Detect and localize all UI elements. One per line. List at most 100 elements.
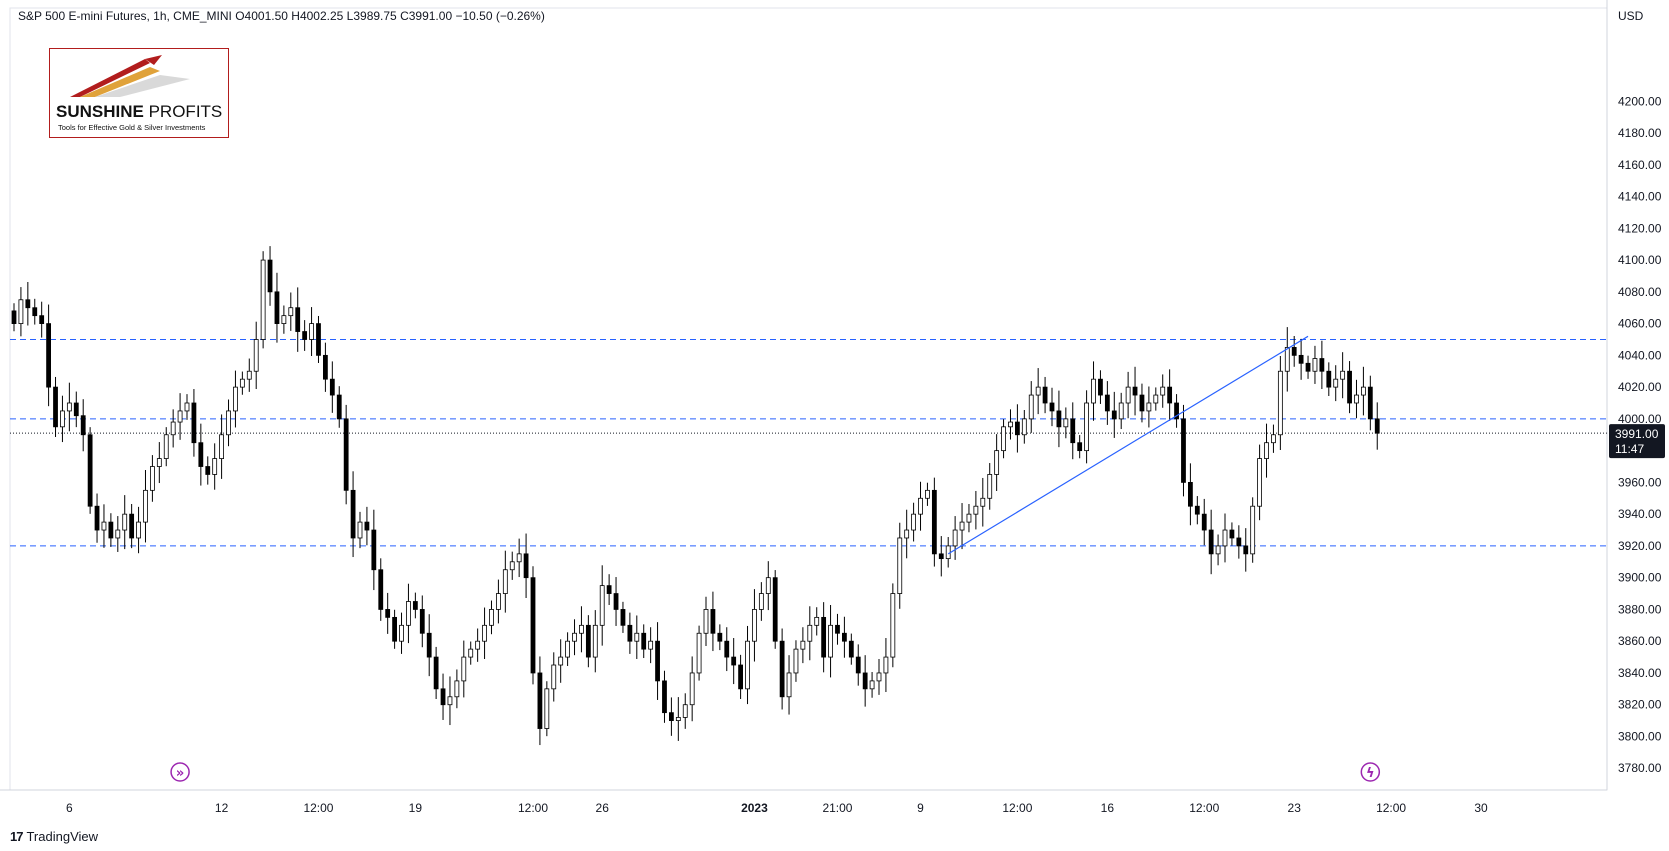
- candle: [558, 639, 564, 683]
- candle: [1361, 366, 1366, 416]
- candle: [592, 610, 598, 673]
- marker-glyph: »: [176, 766, 184, 781]
- candle: [973, 490, 979, 530]
- candle: [502, 550, 508, 613]
- candle: [260, 251, 266, 349]
- candle-body: [565, 640, 570, 658]
- candle: [406, 583, 411, 644]
- candle-body: [1181, 418, 1186, 483]
- price-tick-label: 4200.00: [1618, 94, 1662, 108]
- candle-body: [731, 656, 737, 666]
- candle-body: [1146, 402, 1152, 412]
- candle-body: [419, 609, 425, 634]
- candle: [731, 638, 737, 685]
- candle-body: [295, 307, 301, 332]
- candle-body: [205, 466, 211, 475]
- candle: [239, 371, 245, 395]
- time-tick-label: 9: [917, 801, 924, 815]
- candle: [461, 640, 467, 698]
- candle: [987, 463, 993, 510]
- replay-marker-icon[interactable]: »: [170, 762, 190, 782]
- candle-body: [572, 632, 577, 642]
- candle: [842, 616, 847, 658]
- trend-line-group[interactable]: [947, 335, 1309, 555]
- price-tick-label: 3860.00: [1618, 634, 1662, 648]
- time-tick-label: 12:00: [1376, 801, 1406, 815]
- candle-body: [1361, 386, 1366, 396]
- candle: [253, 321, 259, 390]
- candle-body: [904, 529, 910, 539]
- time-markers[interactable]: » ϟ: [170, 762, 1381, 782]
- candle: [482, 607, 487, 659]
- time-axis[interactable]: 6 12 12:00 19 12:00 26 2023 21:00 9 12:00 16 12:00 2…: [66, 801, 1488, 815]
- time-tick-label: 21:00: [822, 801, 852, 815]
- candle-body: [1028, 394, 1034, 420]
- flash-marker-icon[interactable]: ϟ: [1360, 762, 1381, 782]
- price-tick-label: 4040.00: [1618, 348, 1662, 362]
- candle: [1215, 534, 1221, 566]
- candle: [1326, 362, 1332, 397]
- candle: [703, 596, 709, 646]
- candle: [1056, 390, 1062, 448]
- candle-body: [184, 402, 190, 412]
- candle: [551, 652, 557, 702]
- trend-line[interactable]: [947, 335, 1309, 555]
- candle-body: [828, 624, 833, 658]
- candle: [288, 292, 294, 331]
- candle: [419, 595, 425, 648]
- candle-body: [1160, 386, 1166, 396]
- candle-body: [627, 624, 633, 642]
- candle-body: [87, 434, 93, 507]
- candle-body: [1243, 545, 1249, 555]
- candle: [1084, 390, 1089, 464]
- candle: [599, 565, 605, 646]
- candle: [1167, 369, 1173, 421]
- candle-body: [1367, 386, 1373, 420]
- candle: [1139, 383, 1145, 423]
- candle-body: [911, 513, 916, 531]
- candle: [565, 632, 570, 666]
- candle: [1174, 394, 1179, 428]
- candle-body: [682, 704, 688, 718]
- candle: [371, 509, 377, 591]
- horizontal-levels[interactable]: [10, 338, 1607, 547]
- candle-body: [551, 664, 557, 690]
- price-axis[interactable]: 3780.00 3800.00 3820.00 3840.00 3860.00 3880.…: [1618, 94, 1662, 775]
- candle-body: [357, 521, 363, 539]
- candle: [1153, 387, 1159, 411]
- candle-body: [1326, 370, 1332, 388]
- candle-body: [523, 553, 529, 579]
- candle-body: [288, 307, 294, 317]
- legend-low-label: L: [347, 9, 354, 23]
- tradingview-brand[interactable]: 17 TradingView: [10, 829, 98, 844]
- currency-label[interactable]: USD: [1618, 9, 1644, 23]
- price-tick-label: 4080.00: [1618, 285, 1662, 299]
- time-tick-label: 2023: [741, 801, 768, 815]
- candle-body: [599, 585, 605, 626]
- candle-body: [592, 624, 598, 658]
- candle: [156, 442, 162, 484]
- candle-body: [461, 656, 467, 682]
- candle: [1146, 386, 1152, 428]
- candle: [115, 516, 121, 552]
- candle-body: [1139, 394, 1145, 412]
- candle-body: [1305, 362, 1311, 372]
- candle-body: [1056, 410, 1062, 428]
- candle-body: [212, 458, 218, 475]
- candle: [1257, 444, 1262, 521]
- candle-body: [156, 458, 162, 467]
- candle-body: [73, 402, 79, 417]
- time-tick-label: 12:00: [518, 801, 548, 815]
- candle: [1035, 368, 1041, 415]
- candle: [1284, 327, 1290, 392]
- candle: [378, 558, 384, 621]
- candle-body: [925, 489, 930, 499]
- legend-high-label: H: [291, 9, 300, 23]
- time-tick-label: 12:00: [303, 801, 333, 815]
- candle: [1271, 424, 1276, 453]
- candle-body: [406, 601, 411, 626]
- candle: [1125, 371, 1131, 419]
- candle: [855, 644, 861, 686]
